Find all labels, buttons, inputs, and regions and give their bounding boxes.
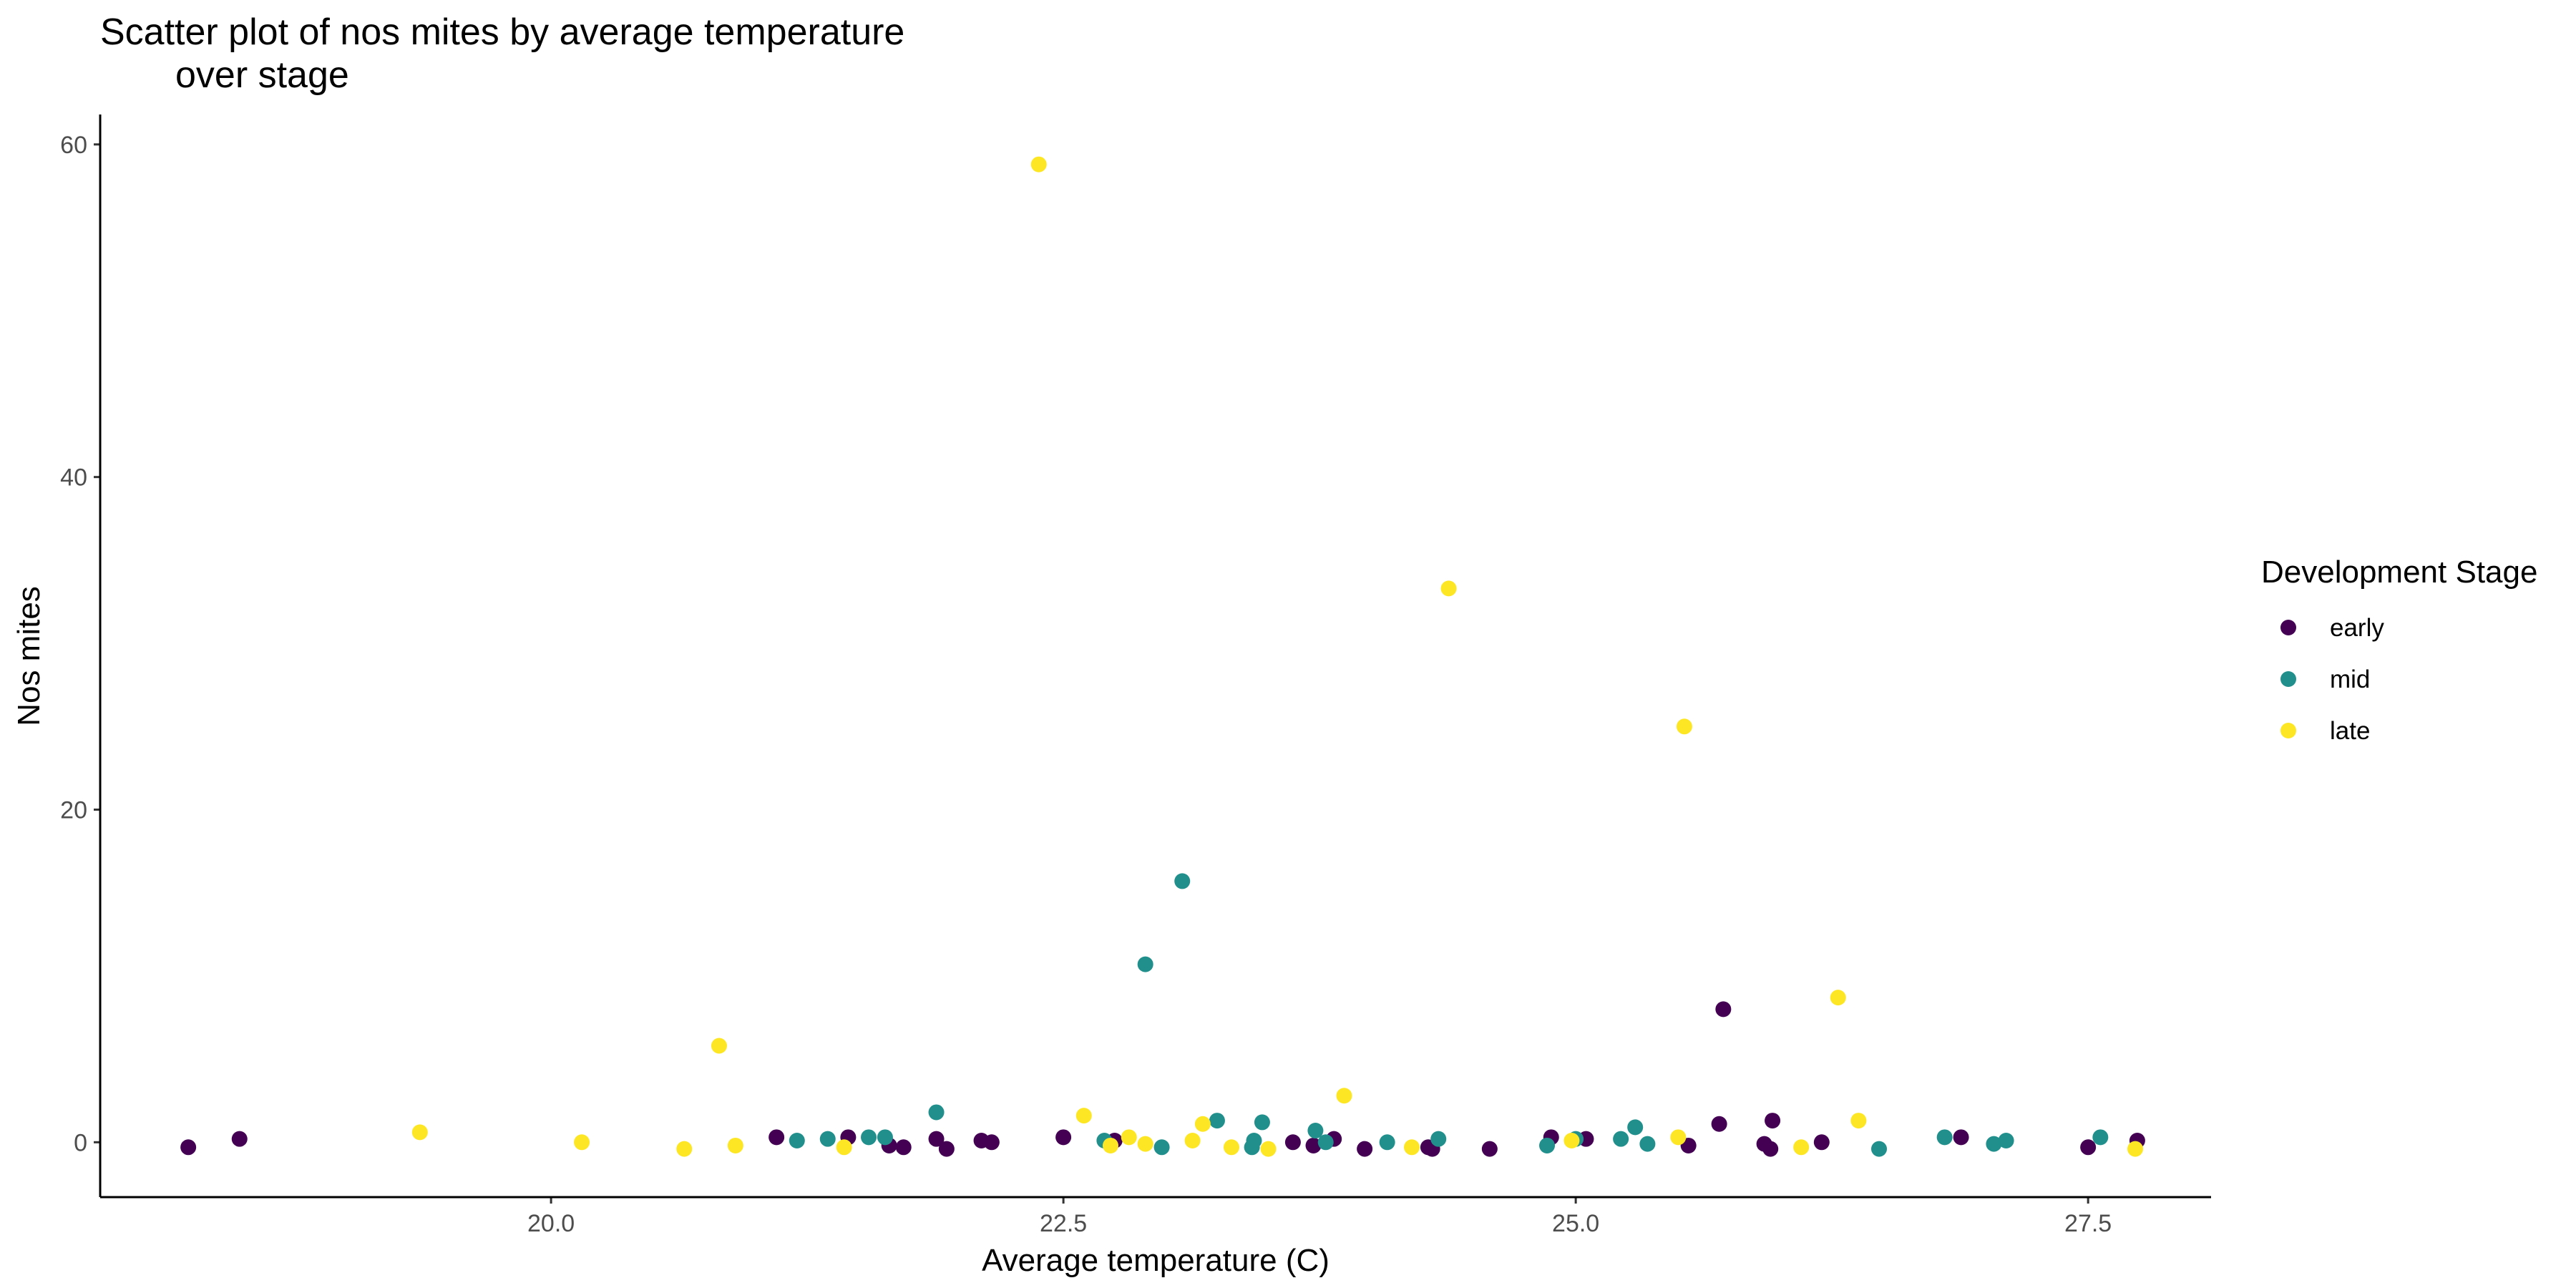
y-tick-label: 40: [60, 464, 87, 492]
y-tick-label: 60: [60, 132, 87, 159]
data-point-mid: [1307, 1123, 1324, 1139]
x-axis-ticks: 20.0 22.5 25.0 27.5: [527, 1197, 2112, 1237]
data-point-early: [180, 1139, 197, 1156]
data-point-late: [1260, 1141, 1277, 1157]
x-tick-label: 25.0: [1552, 1210, 1599, 1237]
data-point-early: [1813, 1134, 1830, 1151]
legend-entry-early: early: [2280, 614, 2384, 642]
data-point-mid: [1153, 1139, 1170, 1156]
data-point-mid: [861, 1129, 877, 1146]
data-point-late: [727, 1137, 743, 1153]
data-point-late: [1676, 718, 1692, 735]
x-tick-label: 20.0: [527, 1210, 575, 1237]
data-point-late: [2127, 1141, 2144, 1157]
data-point-late: [1194, 1116, 1211, 1132]
data-point-late: [1404, 1139, 1420, 1156]
data-point-mid: [1317, 1134, 1334, 1151]
data-point-mid: [1379, 1134, 1395, 1151]
data-point-late: [676, 1141, 693, 1157]
data-point-mid: [1998, 1132, 2014, 1148]
data-point-late: [1830, 990, 1846, 1006]
data-point-early: [1762, 1141, 1779, 1157]
data-point-early: [1765, 1113, 1781, 1129]
legend-title: Development Stage: [2261, 555, 2537, 590]
data-point-early: [983, 1134, 1000, 1151]
data-point-mid: [1430, 1131, 1447, 1147]
data-point-mid: [1936, 1129, 1953, 1146]
data-point-mid: [1871, 1141, 1888, 1157]
data-point-early: [1357, 1141, 1373, 1157]
data-point-mid: [2092, 1129, 2109, 1146]
data-point-late: [1137, 1136, 1153, 1152]
data-point-early: [2080, 1139, 2097, 1156]
data-point-mid: [928, 1104, 945, 1121]
y-axis-ticks: 0 20 40 60: [60, 132, 100, 1156]
data-point-late: [411, 1124, 428, 1141]
legend-key-late: [2280, 723, 2296, 738]
data-point-early: [1305, 1137, 1322, 1153]
data-point-late: [1563, 1132, 1580, 1148]
data-point-mid: [1613, 1131, 1629, 1147]
data-point-mid: [819, 1131, 836, 1147]
data-point-late: [1030, 156, 1047, 172]
data-point-mid: [1246, 1132, 1262, 1148]
data-point-early: [231, 1131, 248, 1147]
data-point-early: [1055, 1129, 1072, 1146]
data-point-early: [1284, 1134, 1301, 1151]
y-tick-label: 0: [74, 1129, 87, 1156]
x-tick-label: 27.5: [2064, 1210, 2112, 1237]
data-point-late: [1850, 1113, 1867, 1129]
chart-title-line-2: over stage: [175, 54, 349, 96]
chart-title-line-1: Scatter plot of nos mites by average tem…: [100, 11, 904, 53]
data-point-late: [1184, 1132, 1201, 1148]
legend-label-mid: mid: [2330, 665, 2370, 693]
data-point-early: [895, 1139, 912, 1156]
data-point-early: [928, 1131, 945, 1147]
data-point-early: [769, 1129, 785, 1146]
data-point-late: [711, 1038, 727, 1054]
data-point-mid: [1627, 1119, 1644, 1136]
data-point-mid: [1639, 1136, 1656, 1152]
data-point-mid: [1254, 1114, 1270, 1131]
data-point-late: [1121, 1129, 1137, 1146]
data-point-mid: [1137, 956, 1153, 972]
data-point-late: [1670, 1129, 1687, 1146]
legend-entry-mid: mid: [2280, 665, 2370, 693]
legend: Development Stage early mid late: [2261, 555, 2537, 745]
data-point-late: [836, 1139, 852, 1156]
data-point-late: [1223, 1139, 1239, 1156]
data-point-late: [1793, 1139, 1810, 1156]
data-point-early: [1711, 1116, 1727, 1132]
data-point-mid: [789, 1132, 805, 1148]
data-point-early: [1715, 1001, 1732, 1018]
data-point-early: [938, 1141, 955, 1157]
x-tick-label: 22.5: [1040, 1210, 1087, 1237]
data-point-mid: [1539, 1137, 1556, 1153]
scatter-points: [180, 156, 2145, 1157]
data-point-mid: [1986, 1136, 2002, 1152]
data-point-late: [1336, 1088, 1352, 1104]
data-point-early: [1481, 1141, 1498, 1157]
legend-key-mid: [2280, 671, 2296, 687]
data-point-mid: [1174, 873, 1191, 889]
data-point-late: [1075, 1108, 1092, 1124]
x-axis-title: Average temperature (C): [982, 1243, 1330, 1278]
data-point-mid: [877, 1129, 893, 1146]
legend-key-early: [2280, 620, 2296, 635]
data-point-late: [574, 1134, 590, 1151]
legend-label-late: late: [2330, 717, 2370, 745]
legend-label-early: early: [2330, 614, 2384, 642]
y-axis-title: Nos mites: [11, 586, 47, 726]
data-point-late: [1102, 1137, 1118, 1153]
legend-entry-late: late: [2280, 717, 2370, 745]
data-point-early: [1953, 1129, 1969, 1146]
y-tick-label: 20: [60, 796, 87, 824]
data-point-mid: [1209, 1113, 1225, 1129]
data-point-late: [1440, 580, 1457, 597]
